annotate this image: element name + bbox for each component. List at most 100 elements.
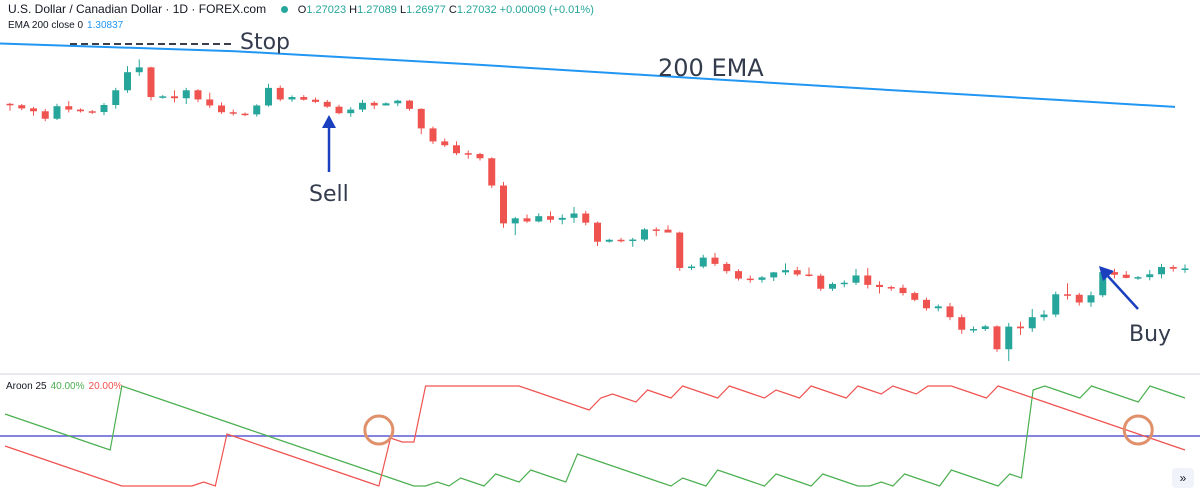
candle-body	[511, 218, 519, 224]
candle-body	[182, 90, 190, 99]
candle-body	[981, 326, 989, 330]
candle-body	[171, 96, 178, 99]
candle-body	[840, 282, 848, 285]
candle-body	[488, 158, 496, 186]
candle-body	[441, 141, 449, 146]
candle-body	[782, 270, 789, 273]
candle-body	[194, 90, 202, 100]
candle-body	[688, 266, 695, 269]
candle-body	[147, 67, 155, 98]
aroon-up-line	[4, 385, 1186, 487]
candle-body	[1052, 294, 1060, 315]
candle-body	[664, 229, 672, 233]
change-value: +0.00009 (+0.01%)	[499, 4, 594, 16]
candle-body	[523, 218, 531, 222]
candle-body	[723, 263, 731, 272]
candle-body	[218, 105, 225, 113]
candle-body	[206, 99, 214, 106]
candle-body	[605, 239, 613, 242]
candle-body	[946, 306, 954, 318]
candle-body	[124, 72, 131, 91]
candle-body	[970, 329, 977, 331]
candle-body	[1040, 314, 1048, 318]
candle-body	[1181, 268, 1189, 270]
close-value: 1.27032	[456, 4, 497, 16]
crossover-highlight-circle	[363, 414, 395, 446]
stop-label: Stop	[240, 30, 290, 55]
expand-button[interactable]: »	[1172, 468, 1194, 488]
market-status-dot	[281, 5, 289, 13]
candle-body	[100, 104, 108, 112]
candle-body	[41, 111, 49, 119]
candle-body	[1111, 272, 1118, 275]
ohlc-values: O1.27023 H1.27089 L1.26977 C1.27032 +0.0…	[298, 4, 594, 16]
candle-body	[453, 145, 460, 154]
candle-body	[652, 229, 660, 231]
candle-body	[1017, 326, 1024, 329]
candle-body	[394, 100, 402, 104]
candle-body	[1146, 274, 1154, 278]
candle-body	[629, 239, 637, 242]
candle-body	[735, 271, 742, 279]
aroon-legend[interactable]: Aroon 25 40.00% 20.00%	[6, 381, 122, 392]
buy-arrow-head	[1099, 266, 1114, 281]
open-label: O	[297, 4, 307, 16]
candle-body	[1028, 317, 1036, 329]
candle-body	[88, 111, 96, 113]
candle-body	[558, 217, 566, 220]
candle-body	[1134, 277, 1142, 279]
candle-body	[793, 270, 801, 275]
buy-label: Buy	[1129, 322, 1171, 347]
high-label: H	[349, 4, 358, 16]
candle-body	[241, 113, 249, 116]
candle-body	[758, 277, 766, 280]
candle-body	[876, 284, 883, 288]
candle-body	[382, 103, 390, 106]
candle-body	[641, 229, 648, 240]
candle-body	[817, 275, 825, 289]
candle-body	[229, 112, 237, 114]
price-pane	[0, 42, 1189, 362]
aroon-up-value: 40.00%	[50, 381, 85, 392]
aroon-down-value: 20.00%	[88, 381, 123, 392]
candle-body	[1064, 294, 1071, 296]
open-value: 1.27023	[306, 4, 347, 16]
candle-body	[312, 99, 319, 102]
sell-label: Sell	[309, 182, 349, 207]
candle-body	[65, 106, 73, 110]
candle-body	[370, 102, 378, 106]
candle-body	[476, 153, 484, 159]
candle-body	[923, 299, 930, 309]
close-label: C	[448, 4, 457, 16]
candle-body	[829, 283, 836, 289]
low-label: L	[399, 4, 407, 16]
candle-body	[1122, 274, 1130, 278]
sell-arrow-head	[322, 115, 336, 128]
candle-body	[300, 97, 308, 100]
candle-body	[594, 222, 601, 242]
candle-body	[993, 326, 1001, 350]
candle-body	[464, 153, 472, 155]
candle-body	[805, 274, 813, 277]
candle-body	[359, 102, 366, 110]
aroon-legend-label: Aroon 25	[6, 381, 47, 392]
candle-body	[347, 109, 355, 114]
annotations: Stop 200 EMA Sell Buy	[70, 30, 1171, 347]
candle-body	[288, 97, 296, 100]
candle-body	[570, 213, 578, 218]
candle-body	[711, 257, 719, 264]
aroon-down-line	[4, 385, 1186, 487]
candle-body	[676, 232, 684, 268]
candle-body	[617, 239, 625, 242]
high-value: 1.27089	[357, 4, 397, 16]
candle-body	[323, 101, 331, 107]
candle-body	[699, 257, 707, 267]
candle-body	[335, 106, 343, 114]
symbol-title[interactable]: U.S. Dollar / Canadian Dollar · 1D · FOR…	[8, 2, 267, 16]
candle-body	[112, 90, 120, 105]
ema-legend-value: 1.30837	[87, 20, 124, 31]
ema-legend[interactable]: EMA 200 close 0 1.30837	[8, 20, 123, 31]
candle-body	[406, 100, 413, 109]
candle-body	[770, 272, 778, 278]
